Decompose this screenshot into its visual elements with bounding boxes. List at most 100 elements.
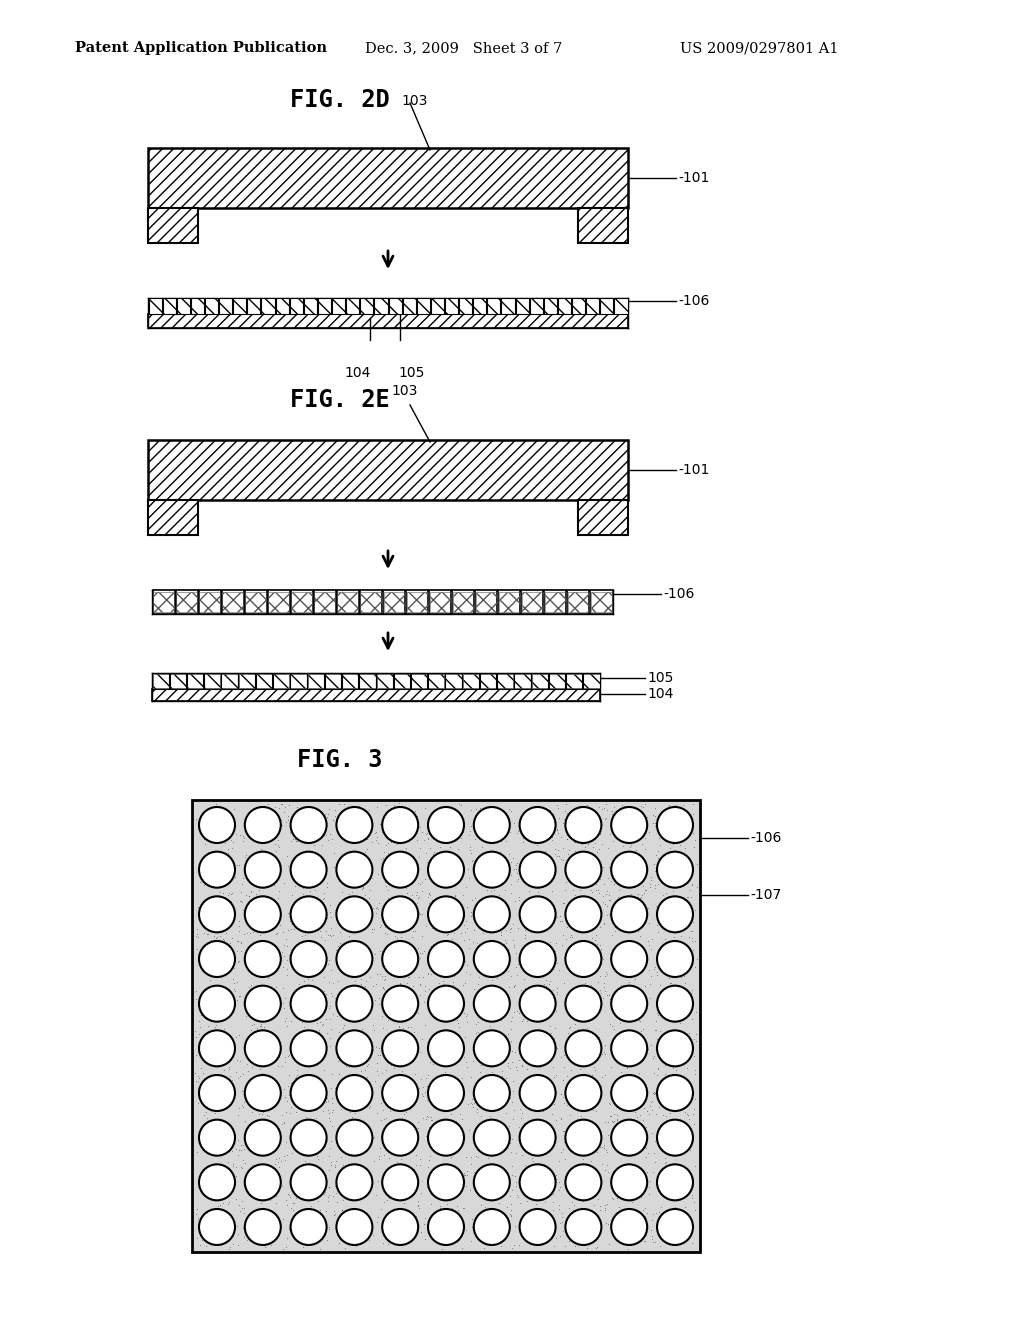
Point: [516, 1123, 532, 1144]
Point: [346, 1214, 362, 1236]
Point: [228, 972, 245, 993]
Point: [222, 810, 239, 832]
Point: [500, 1024, 516, 1045]
Point: [570, 1218, 587, 1239]
Point: [262, 869, 279, 890]
Point: [651, 1097, 668, 1118]
Point: [639, 1100, 655, 1121]
Point: [333, 1100, 349, 1121]
Point: [663, 1123, 679, 1144]
Point: [514, 1031, 530, 1052]
Point: [520, 1117, 537, 1138]
Point: [438, 1084, 455, 1105]
Point: [416, 941, 432, 962]
Point: [475, 1048, 492, 1069]
Polygon shape: [360, 298, 374, 314]
Point: [430, 1093, 446, 1114]
Point: [538, 975, 554, 997]
Point: [289, 830, 305, 851]
Point: [220, 1068, 237, 1089]
Point: [445, 950, 462, 972]
Point: [655, 874, 672, 895]
Point: [313, 937, 330, 958]
Point: [629, 935, 645, 956]
Point: [605, 1208, 622, 1229]
Point: [356, 1172, 373, 1193]
Point: [332, 1173, 348, 1195]
Point: [380, 871, 396, 892]
Point: [623, 1074, 639, 1096]
Circle shape: [611, 896, 647, 932]
Point: [400, 966, 417, 987]
Point: [315, 1183, 332, 1204]
Circle shape: [565, 986, 601, 1022]
Point: [327, 899, 343, 920]
Point: [536, 870, 552, 891]
Point: [485, 816, 502, 837]
Point: [423, 1184, 439, 1205]
Point: [549, 820, 565, 841]
Point: [434, 1233, 451, 1254]
Point: [288, 858, 304, 879]
Point: [457, 1164, 473, 1185]
Point: [381, 862, 397, 883]
Polygon shape: [275, 298, 289, 314]
Point: [294, 925, 310, 946]
Point: [452, 1016, 468, 1038]
Point: [571, 1168, 588, 1189]
Point: [572, 1059, 589, 1080]
Point: [676, 1217, 692, 1238]
Point: [527, 1035, 544, 1056]
Point: [368, 973, 384, 994]
Circle shape: [565, 807, 601, 843]
Point: [250, 953, 266, 974]
Point: [630, 920, 646, 941]
Point: [255, 1155, 271, 1176]
Point: [660, 1010, 677, 1031]
Point: [305, 913, 322, 935]
Point: [485, 1197, 502, 1218]
Point: [538, 964, 554, 985]
Polygon shape: [267, 590, 290, 614]
Point: [476, 891, 493, 912]
Point: [255, 1214, 271, 1236]
Point: [231, 1195, 248, 1216]
Point: [527, 1097, 544, 1118]
Point: [308, 1024, 325, 1045]
Point: [517, 1155, 534, 1176]
Point: [637, 1135, 653, 1156]
Point: [546, 1236, 562, 1257]
Point: [656, 928, 673, 949]
Point: [380, 842, 396, 863]
Point: [190, 1068, 207, 1089]
Point: [285, 1137, 301, 1158]
Point: [536, 973, 552, 994]
Point: [432, 837, 449, 858]
Point: [539, 1118, 555, 1139]
Point: [632, 1010, 648, 1031]
Point: [561, 1172, 578, 1193]
Point: [548, 1228, 564, 1249]
Point: [490, 800, 507, 821]
Point: [432, 1197, 449, 1218]
Point: [329, 908, 345, 929]
Polygon shape: [463, 673, 479, 689]
Point: [457, 972, 473, 993]
Point: [638, 1208, 654, 1229]
Point: [392, 973, 409, 994]
Point: [624, 797, 640, 818]
Point: [425, 908, 441, 929]
Point: [314, 1077, 331, 1098]
Point: [687, 957, 703, 978]
Point: [331, 1233, 347, 1254]
Point: [272, 793, 289, 814]
Point: [503, 1205, 519, 1226]
Point: [604, 1214, 621, 1236]
Point: [340, 1181, 356, 1203]
Point: [346, 1010, 362, 1031]
Point: [602, 890, 618, 911]
Circle shape: [337, 896, 373, 932]
Circle shape: [657, 1164, 693, 1200]
Point: [232, 882, 249, 903]
Point: [409, 863, 425, 884]
